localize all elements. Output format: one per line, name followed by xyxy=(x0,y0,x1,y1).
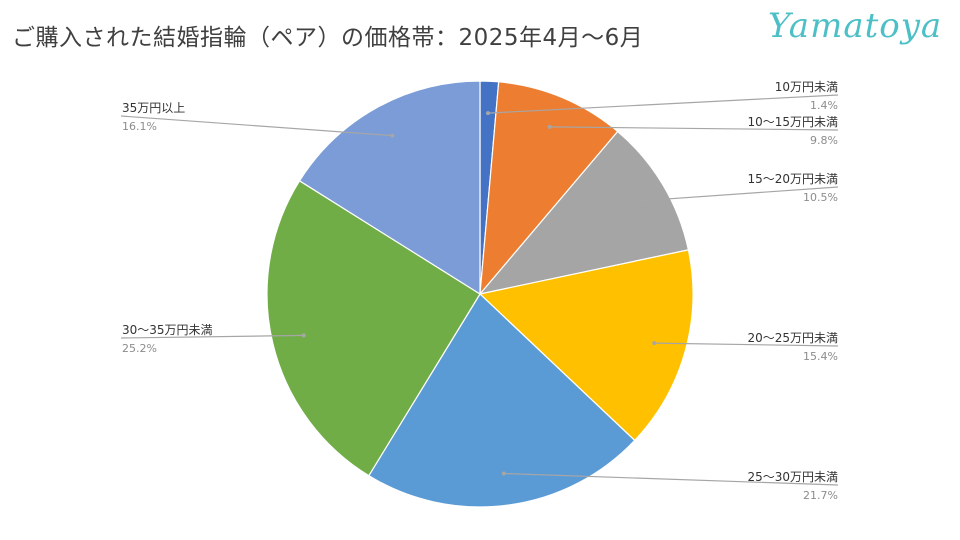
category-label-3: 15～20万円未満 xyxy=(747,172,838,186)
percent-label-6: 25.2% xyxy=(122,342,157,355)
leader-line-1 xyxy=(487,94,839,114)
category-label-7: 35万円以上 xyxy=(122,101,185,115)
leader-dot-2 xyxy=(547,124,552,129)
chart-title: ご購入された結婚指輪（ペア）の価格帯：2025年4月～6月 xyxy=(12,25,644,51)
pie-slice-3 xyxy=(478,130,690,295)
leader-line-3 xyxy=(635,186,839,202)
leader-line-4 xyxy=(654,342,839,347)
leader-dot-5 xyxy=(501,471,506,476)
percent-label-1: 1.4% xyxy=(810,99,838,112)
leader-dot-4 xyxy=(652,341,657,346)
pie-slice-5 xyxy=(367,293,636,508)
pie-slice-6 xyxy=(266,179,481,477)
leader-line-6 xyxy=(120,334,304,339)
percent-label-4: 15.4% xyxy=(803,350,838,363)
brand-logo: Yamatoya xyxy=(768,6,943,46)
pie-slice-4 xyxy=(478,249,694,442)
category-label-5: 25～30万円未満 xyxy=(747,470,838,484)
leader-dot-1 xyxy=(486,111,490,116)
pie-slice-7 xyxy=(298,80,481,296)
leader-line-5 xyxy=(503,472,839,486)
leader-line-7 xyxy=(120,115,393,137)
category-label-4: 20～25万円未満 xyxy=(747,331,838,345)
leader-dot-3 xyxy=(633,199,638,204)
category-label-2: 10～15万円未満 xyxy=(747,115,838,129)
leader-line-2 xyxy=(549,126,839,131)
leader-dot-7 xyxy=(390,133,395,138)
percent-label-7: 16.1% xyxy=(122,120,157,133)
leader-dot-6 xyxy=(301,333,306,338)
percent-label-3: 10.5% xyxy=(803,191,838,204)
percent-label-2: 9.8% xyxy=(810,134,838,147)
category-label-1: 10万円未満 xyxy=(775,80,838,94)
percent-label-5: 21.7% xyxy=(803,489,838,502)
category-label-6: 30～35万円未満 xyxy=(122,323,213,337)
